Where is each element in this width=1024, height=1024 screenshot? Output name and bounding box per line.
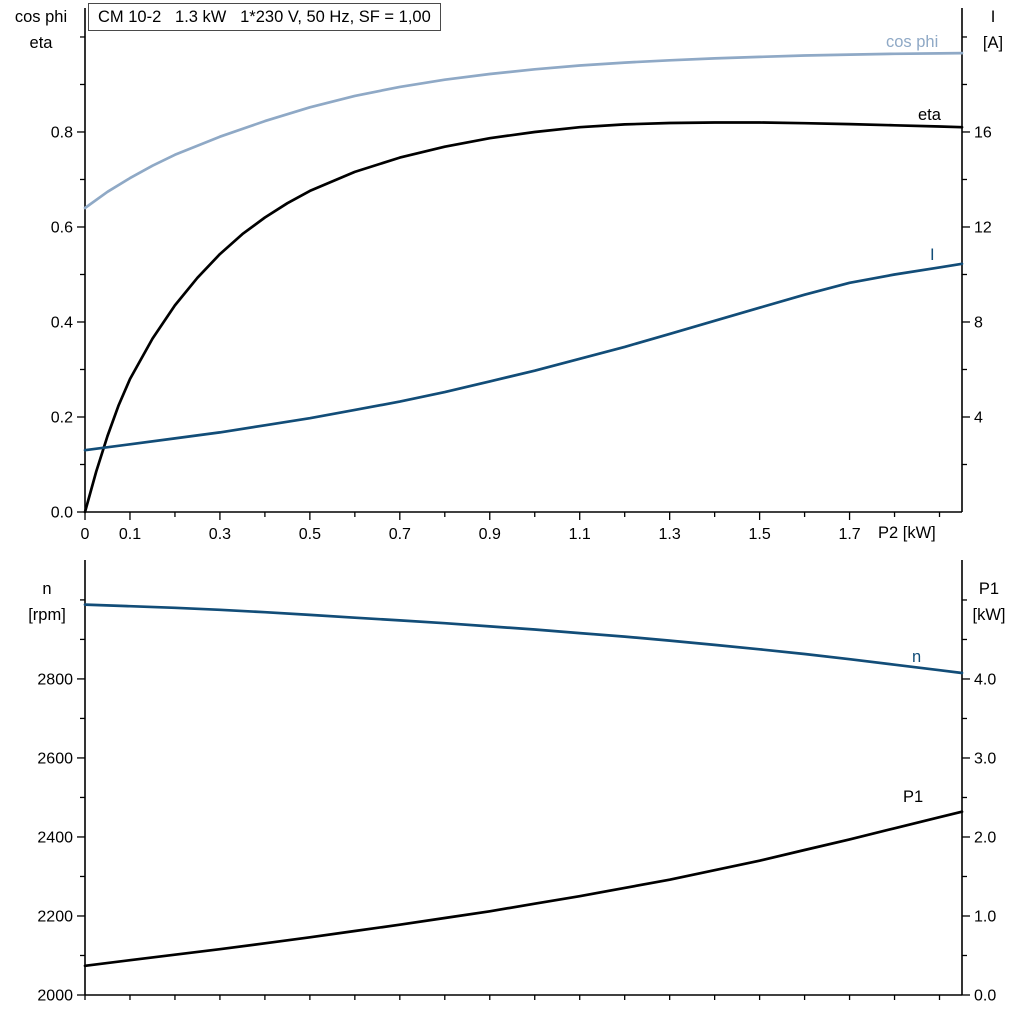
axis-title-I: I [990,8,996,26]
tick-label: 0.7 [389,526,411,543]
tick-label: 1.1 [569,526,591,543]
tick-label: 2600 [37,750,73,767]
tick-label: 16 [974,124,992,141]
tick-label: 2400 [37,829,73,846]
x-axis-unit-label: P2 [kW] [878,524,936,542]
tick-label: 8 [974,314,983,331]
motor-curves-top: 0.0 0.2 0.4 0.6 0.8 4 8 12 16 0 0.1 0.3 0.5 0.7 0.9 1.1… [51,8,992,543]
curve-label-cos-phi: cos phi [886,33,938,51]
tick-label: 4.0 [974,671,996,688]
tick-label: 12 [974,219,992,236]
axis-title-n: n [42,580,52,598]
tick-label: 1.3 [659,526,681,543]
top-right-axis-title: I [A] [966,4,1020,56]
tick-label: 0.1 [119,526,141,543]
tick-label: 1.5 [748,526,770,543]
tick-label: 4 [974,409,983,426]
curve-label-current-I: I [930,246,935,264]
tick-label: 0.5 [299,526,321,543]
bottom-left-axis-title: n [rpm] [14,576,80,628]
curve-label-speed-n: n [912,648,921,666]
tick-label: 2800 [37,671,73,688]
tick-label: 2200 [37,908,73,925]
curve-label-input-power-P1: P1 [903,788,923,806]
tick-label: 0.3 [209,526,231,543]
axis-title-P1: P1 [978,580,1000,598]
tick-label: 0.0 [974,988,996,1005]
axis-title-kw-unit: [kW] [972,606,1006,624]
curve-eta [83,121,964,514]
tick-label: 1.0 [974,908,996,925]
curve-speed-n [83,603,964,675]
tick-label: 3.0 [974,750,996,767]
tick-label: 2.0 [974,829,996,846]
curve-current-I [83,262,964,452]
tick-label: 1.7 [838,526,860,543]
axis-title-eta: eta [29,34,53,52]
curve-label-eta: eta [918,106,942,124]
motor-curves-bottom: 2000 2200 2400 2600 2800 0.0 1.0 2.0 3.0 4.0 n P1 [37,560,996,1005]
tick-label: 0.6 [51,219,73,236]
tick-label: 0.9 [479,526,501,543]
tick-label: 0 [81,526,90,543]
chart-title-box: CM 10-2 1.3 kW 1*230 V, 50 Hz, SF = 1,00 [88,3,441,31]
curve-input-power-P1 [83,810,964,968]
axis-title-cos-phi: cos phi [14,8,68,26]
bottom-right-axis-title: P1 [kW] [960,576,1018,628]
tick-label: 0.8 [51,124,73,141]
top-left-axis-title: cos phi eta [2,4,80,56]
curve-cos-phi [83,51,964,210]
axis-title-amps-unit: [A] [982,34,1004,52]
tick-label: 0.2 [51,409,73,426]
axis-title-rpm-unit: [rpm] [28,606,66,624]
tick-label: 2000 [37,988,73,1005]
tick-label: 0.4 [51,314,73,331]
tick-label: 0.0 [51,505,73,522]
